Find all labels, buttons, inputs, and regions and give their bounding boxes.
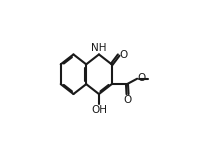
Text: O: O [124, 95, 132, 105]
Text: O: O [138, 74, 146, 83]
Text: O: O [120, 50, 128, 60]
Text: NH: NH [91, 43, 106, 53]
Text: OH: OH [91, 105, 107, 115]
